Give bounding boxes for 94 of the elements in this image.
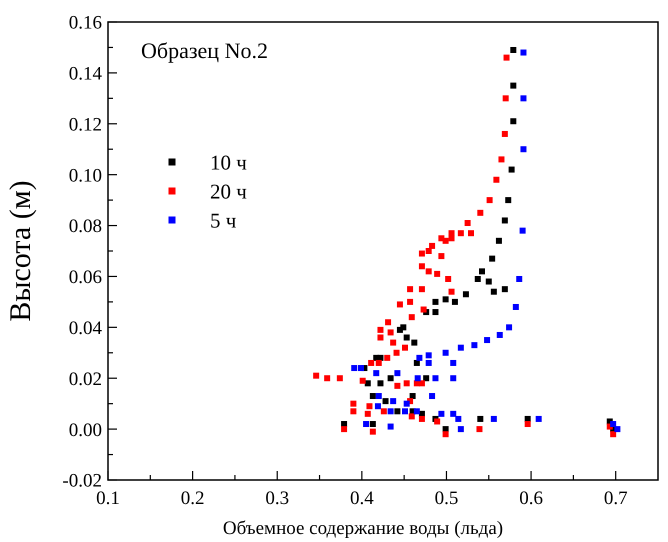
point — [442, 296, 449, 302]
point — [462, 291, 469, 298]
point — [351, 365, 358, 372]
point — [502, 217, 508, 224]
point — [377, 380, 384, 386]
point — [388, 408, 394, 414]
point — [486, 278, 492, 285]
point — [510, 118, 516, 124]
y-axis-title: Высота (м) — [4, 180, 37, 322]
x-tick-label: 0.2 — [180, 488, 204, 509]
point — [411, 340, 418, 346]
point — [479, 268, 485, 274]
point — [508, 166, 515, 173]
point — [614, 426, 620, 432]
point — [442, 350, 449, 356]
point — [416, 354, 422, 361]
y-tick-label: 0.00 — [68, 420, 102, 441]
x-tick-label: 0.3 — [265, 488, 290, 509]
point — [496, 238, 502, 244]
x-tick-label: 0.5 — [434, 488, 458, 509]
y-tick-label: 0.04 — [68, 318, 102, 339]
point — [374, 403, 381, 410]
point — [363, 421, 370, 428]
point — [432, 298, 438, 305]
legend-label: 20 ч — [210, 179, 248, 204]
point — [432, 375, 438, 382]
point — [510, 46, 516, 53]
point — [410, 393, 416, 400]
point — [376, 393, 382, 400]
x-tick-label: 0.6 — [519, 488, 543, 509]
point — [432, 309, 438, 316]
point — [388, 424, 394, 430]
point — [404, 400, 410, 407]
point — [388, 375, 394, 382]
point — [455, 416, 462, 422]
point — [450, 360, 456, 366]
point — [429, 393, 436, 400]
point — [423, 375, 430, 382]
point — [414, 408, 420, 414]
y-tick-label: 0.14 — [68, 64, 102, 85]
y-tick-label: 0.02 — [68, 368, 102, 390]
point — [484, 337, 490, 344]
y-tick-label: 0.08 — [68, 216, 102, 238]
point — [450, 375, 456, 382]
annotation: Образец No.2 — [141, 38, 268, 63]
point — [536, 416, 542, 422]
point — [404, 334, 410, 341]
point — [373, 370, 380, 376]
point — [474, 276, 481, 282]
point — [520, 50, 526, 56]
x-tick-label: 0.4 — [350, 488, 374, 509]
point — [390, 398, 396, 404]
point — [610, 421, 616, 428]
point — [414, 360, 420, 366]
point — [438, 410, 444, 417]
point — [496, 332, 503, 338]
point — [394, 370, 400, 376]
x-tick-label: 0.7 — [604, 488, 628, 509]
point — [520, 95, 526, 102]
point — [394, 408, 400, 414]
point — [370, 393, 376, 400]
point — [505, 197, 512, 204]
point — [358, 365, 364, 372]
point — [516, 276, 522, 282]
point — [520, 146, 526, 152]
point — [414, 375, 421, 382]
point — [471, 342, 478, 348]
point — [396, 326, 403, 333]
y-tick-label: 0.06 — [68, 267, 102, 288]
point — [426, 352, 432, 358]
point — [512, 304, 519, 310]
point — [458, 426, 464, 432]
point — [502, 286, 508, 292]
y-tick-label: 0.12 — [68, 114, 102, 136]
x-axis-title: Объемное содержание воды (льда) — [222, 518, 504, 539]
point — [426, 360, 432, 366]
legend-label: 10 ч — [210, 150, 248, 174]
point — [489, 256, 496, 262]
point — [506, 324, 512, 330]
point — [477, 416, 484, 422]
point — [370, 421, 376, 428]
point — [402, 408, 408, 414]
y-tick-label: 0.10 — [68, 165, 102, 186]
point — [452, 298, 458, 305]
point — [382, 398, 389, 404]
y-tick-label: 0.16 — [68, 12, 102, 34]
point — [520, 228, 526, 234]
point — [490, 416, 497, 422]
point — [490, 288, 497, 295]
point — [450, 410, 456, 417]
point — [510, 82, 516, 89]
point — [364, 380, 371, 386]
legend-label: 5 ч — [210, 208, 237, 232]
point — [458, 344, 464, 351]
